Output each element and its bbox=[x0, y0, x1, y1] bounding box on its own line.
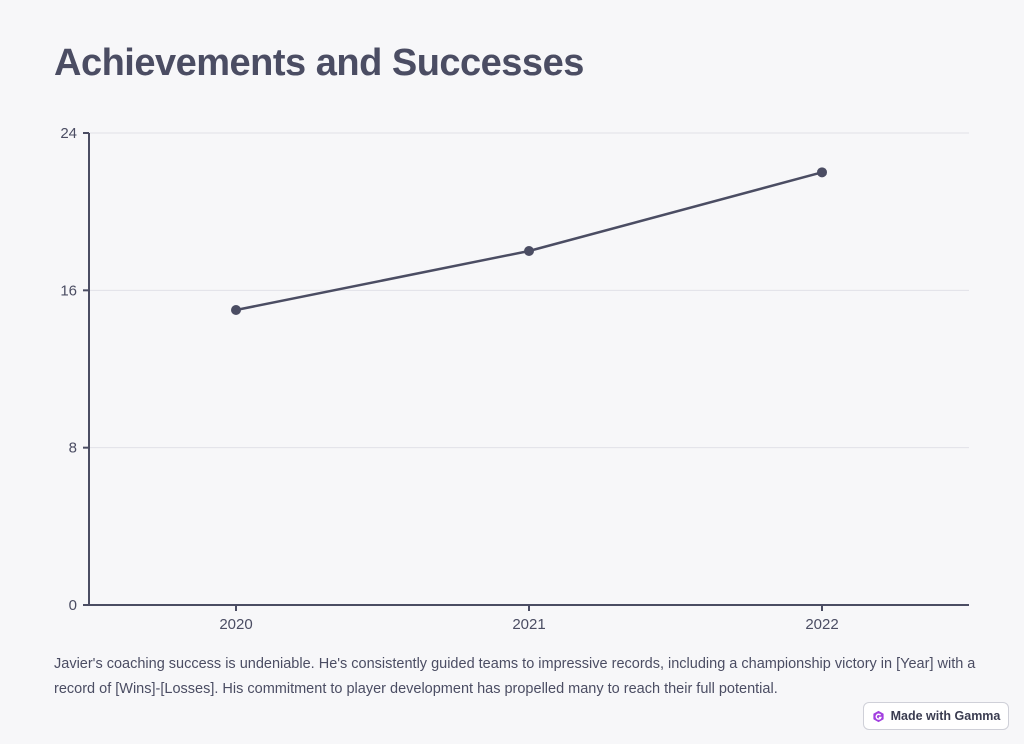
y-tick-label: 16 bbox=[60, 282, 77, 299]
data-point bbox=[231, 305, 241, 315]
tick-labels: 0 8 16 24 2020 2021 2022 bbox=[60, 125, 838, 633]
axes bbox=[83, 132, 969, 611]
description-text: Javier's coaching success is undeniable.… bbox=[54, 656, 976, 697]
data-point bbox=[817, 167, 827, 178]
made-with-gamma-button[interactable]: Made with Gamma bbox=[863, 702, 1009, 730]
badge-label: Made with Gamma bbox=[890, 709, 1001, 723]
series-line bbox=[235, 171, 823, 312]
x-tick-label: 2020 bbox=[219, 616, 252, 633]
gamma-logo-icon bbox=[873, 710, 884, 722]
grid-lines bbox=[89, 132, 969, 449]
x-tick-label: 2021 bbox=[512, 616, 545, 633]
x-tick-label: 2022 bbox=[805, 616, 838, 633]
slide-title: Achievements and Successes bbox=[54, 42, 584, 84]
data-point bbox=[524, 246, 534, 256]
y-tick-label: 8 bbox=[69, 440, 77, 457]
y-tick-label: 0 bbox=[69, 597, 77, 614]
series-polyline bbox=[235, 171, 823, 312]
data-points bbox=[231, 167, 827, 315]
line-chart: 0 8 16 24 2020 2021 2022 bbox=[60, 125, 969, 633]
y-tick-label: 24 bbox=[60, 125, 77, 142]
